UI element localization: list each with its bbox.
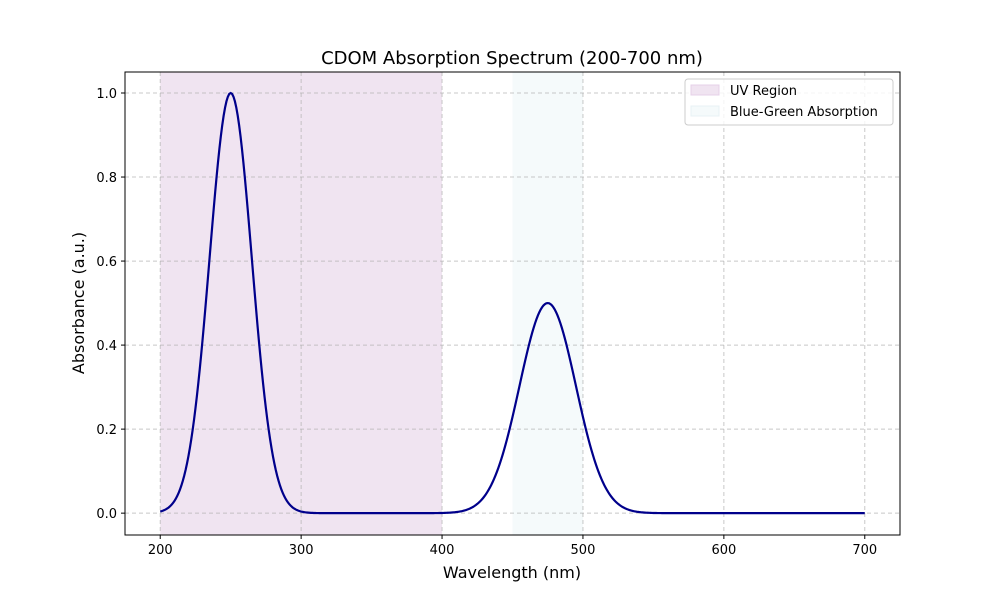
plot-frame [124, 71, 901, 536]
y-tick-label: 0.0 [96, 507, 117, 522]
legend-swatch-uv [690, 84, 720, 96]
y-tick-label: 0.2 [96, 423, 117, 438]
x-tick-label: 500 [571, 543, 596, 558]
y-tick-label: 0.6 [96, 255, 117, 270]
x-tick-label: 300 [289, 543, 314, 558]
legend-label-blue-green: Blue-Green Absorption [730, 105, 878, 120]
y-tick-label: 0.8 [96, 171, 117, 186]
y-axis-label: Absorbance (a.u.) [69, 232, 88, 374]
y-tick-label: 1.0 [96, 87, 117, 102]
x-tick-label: 200 [148, 543, 173, 558]
x-axis-label: Wavelength (nm) [443, 563, 581, 582]
y-tick-label: 0.4 [96, 339, 117, 354]
legend-label-uv: UV Region [730, 84, 797, 99]
x-tick-label: 400 [430, 543, 455, 558]
legend-swatch-blue-green [690, 105, 720, 117]
absorbance-line [159, 91, 865, 515]
legend: UV Region Blue-Green Absorption [684, 78, 894, 126]
x-tick-label: 700 [852, 543, 877, 558]
chart-title: CDOM Absorption Spectrum (200-700 nm) [321, 48, 703, 69]
legend-box [684, 78, 894, 126]
x-tick-label: 600 [711, 543, 736, 558]
